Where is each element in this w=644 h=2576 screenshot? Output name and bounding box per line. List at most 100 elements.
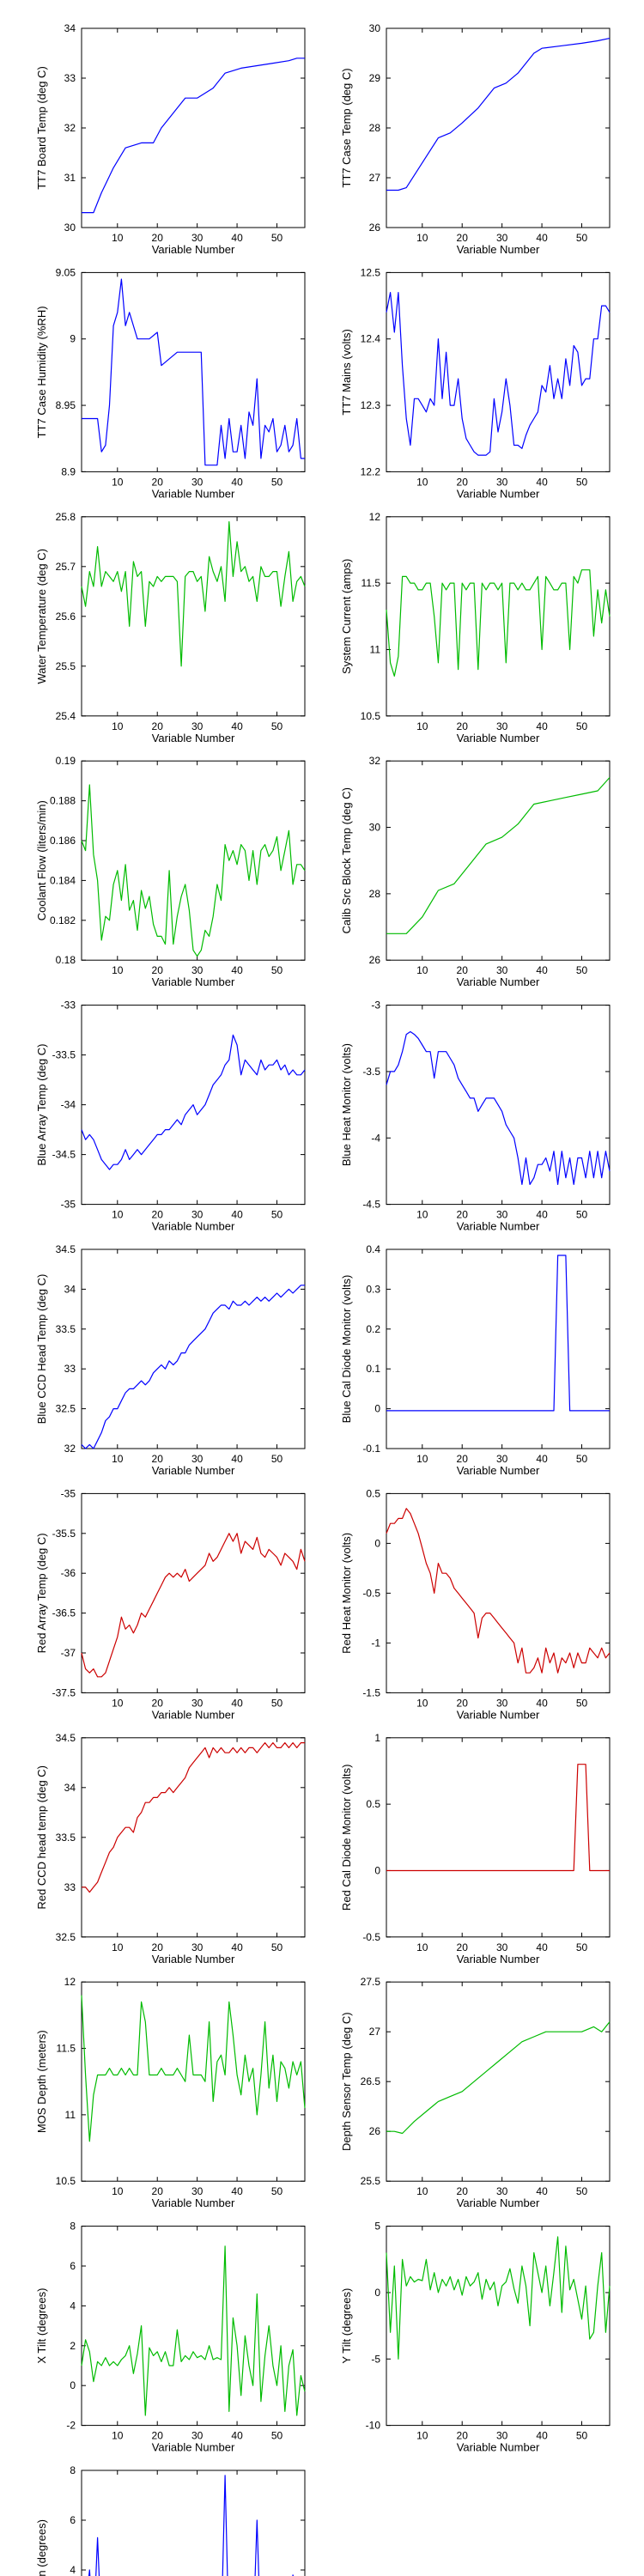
x-tick-label: 30 — [191, 2430, 204, 2442]
y-tick-label: -0.5 — [362, 1587, 380, 1599]
x-tick-label: 50 — [271, 232, 283, 244]
y-tick-label: 4 — [70, 2564, 76, 2576]
y-axis-label: Red CCD head temp (deg C) — [35, 1765, 48, 1910]
y-tick-label: 0.1 — [366, 1363, 380, 1375]
series-line — [81, 1285, 305, 1449]
x-tick-label: 50 — [271, 2185, 283, 2197]
chart-20: -10 -5 0 5 10 20 30 40 50 Variable Number Y Tilt (… — [340, 2221, 611, 2454]
x-tick-label: 30 — [496, 1453, 508, 1465]
y-tick-label: 28 — [369, 888, 381, 900]
x-axis-label: Variable Number — [152, 1708, 235, 1721]
y-tick-label: 12.5 — [361, 266, 381, 278]
x-tick-label: 20 — [152, 2430, 164, 2442]
y-tick-label: 29 — [369, 72, 381, 84]
y-axis-label: Inclination (degrees) — [35, 2519, 48, 2576]
y-tick-label: 34.5 — [56, 1243, 76, 1255]
series-line — [81, 520, 306, 667]
x-tick-label: 40 — [231, 720, 243, 732]
x-tick-label: 10 — [112, 2430, 124, 2442]
plot-frame — [386, 1737, 611, 1938]
x-tick-label: 50 — [576, 232, 588, 244]
series-line — [82, 278, 305, 466]
chart-9: -35 -34.5 -34 -33.5 -33 10 20 30 40 50 Variable Nu… — [35, 999, 306, 1233]
x-tick-label: 50 — [576, 1209, 588, 1221]
x-tick-label: 20 — [152, 232, 164, 244]
x-tick-label: 40 — [231, 964, 243, 976]
x-tick-label: 10 — [112, 2185, 124, 2197]
x-tick-label: 30 — [191, 1453, 204, 1465]
y-tick-label: 25.5 — [361, 2175, 381, 2187]
y-tick-label: -4.5 — [362, 1199, 380, 1211]
chart-13: -37.5 -37 -36.5 -36 -35.5 -35 10 20 30 40 50 Variab… — [35, 1487, 306, 1721]
x-axis-label: Variable Number — [457, 1708, 540, 1721]
series-line — [81, 1533, 306, 1678]
y-tick-label: 0 — [374, 1864, 380, 1876]
y-axis-label: Blue CCD Head Temp (deg C) — [35, 1274, 48, 1425]
series-line — [386, 2021, 611, 2135]
x-tick-label: 30 — [496, 964, 508, 976]
series-line — [81, 784, 306, 957]
x-tick-label: 10 — [416, 2430, 428, 2442]
y-axis-label: Blue Heat Monitor (volts) — [340, 1043, 353, 1166]
y-axis-label: TT7 Mains (volts) — [340, 329, 353, 415]
y-tick-label: 2 — [70, 2340, 76, 2352]
chart-15: 32.5 33 33.5 34 34.5 10 20 30 40 50 Variable Numbe… — [35, 1732, 306, 1965]
x-tick-label: 30 — [191, 964, 204, 976]
x-tick-label: 50 — [271, 1941, 283, 1953]
x-tick-label: 20 — [152, 720, 164, 732]
plot-frame — [386, 2226, 611, 2427]
y-tick-label: 1 — [374, 1732, 380, 1744]
y-tick-label: 0 — [374, 1537, 380, 1549]
chart-17: 10.5 11 11.5 12 10 20 30 40 50 Variable Number MOS… — [35, 1976, 306, 2209]
x-tick-label: 10 — [416, 1697, 428, 1709]
x-axis-label: Variable Number — [457, 1953, 540, 1965]
y-tick-label: 33.5 — [56, 1832, 76, 1844]
y-tick-label: -1.5 — [362, 1686, 380, 1698]
plot-frame — [81, 760, 306, 961]
x-tick-label: 40 — [536, 720, 548, 732]
x-tick-label: 20 — [152, 1697, 164, 1709]
series-line — [386, 1255, 610, 1412]
y-tick-label: -1 — [371, 1637, 380, 1649]
y-tick-label: 30 — [369, 22, 381, 34]
y-axis-label: Red Heat Monitor (volts) — [340, 1533, 353, 1654]
y-tick-label: 0.182 — [50, 914, 76, 927]
plot-frame — [81, 2226, 306, 2427]
x-tick-label: 10 — [112, 1941, 124, 1953]
x-axis-label: Variable Number — [152, 243, 235, 256]
x-tick-label: 30 — [191, 476, 204, 488]
y-tick-label: 12 — [369, 511, 381, 523]
y-tick-label: -34.5 — [52, 1149, 76, 1161]
x-tick-label: 10 — [416, 1453, 428, 1465]
x-tick-label: 40 — [231, 1941, 243, 1953]
x-tick-label: 40 — [231, 1209, 243, 1221]
y-tick-label: 0.186 — [50, 835, 76, 847]
series-line — [82, 1741, 305, 1893]
plot-frame — [81, 27, 306, 228]
chart-16: -0.5 0 0.5 1 10 20 30 40 50 Variable Number Red Ca… — [340, 1732, 611, 1965]
x-axis-label: Variable Number — [152, 487, 235, 500]
x-tick-label: 30 — [191, 1941, 204, 1953]
y-tick-label: 10.5 — [361, 710, 381, 722]
x-axis-label: Variable Number — [152, 975, 235, 988]
y-tick-label: 4 — [70, 2300, 76, 2312]
plot-frame — [386, 1492, 611, 1693]
y-tick-label: 33 — [64, 1363, 76, 1375]
x-tick-label: 50 — [576, 1453, 588, 1465]
y-tick-label: 32 — [369, 755, 381, 767]
series-line — [386, 2236, 611, 2360]
y-tick-label: 8.9 — [61, 465, 76, 477]
y-axis-label: Red Cal Diode Monitor (volts) — [340, 1765, 353, 1911]
x-tick-label: 50 — [576, 2185, 588, 2197]
plot-frame — [386, 516, 611, 717]
x-axis-label: Variable Number — [152, 1953, 235, 1965]
x-tick-label: 40 — [231, 1453, 243, 1465]
y-tick-label: 0.18 — [56, 954, 76, 966]
x-tick-label: 30 — [496, 1209, 508, 1221]
x-tick-label: 50 — [576, 720, 588, 732]
y-tick-label: 0.4 — [366, 1243, 380, 1255]
y-tick-label: 11.5 — [361, 577, 381, 589]
y-tick-label: 0.2 — [366, 1323, 380, 1335]
y-tick-label: 27.5 — [361, 1976, 381, 1988]
x-tick-label: 50 — [271, 720, 283, 732]
